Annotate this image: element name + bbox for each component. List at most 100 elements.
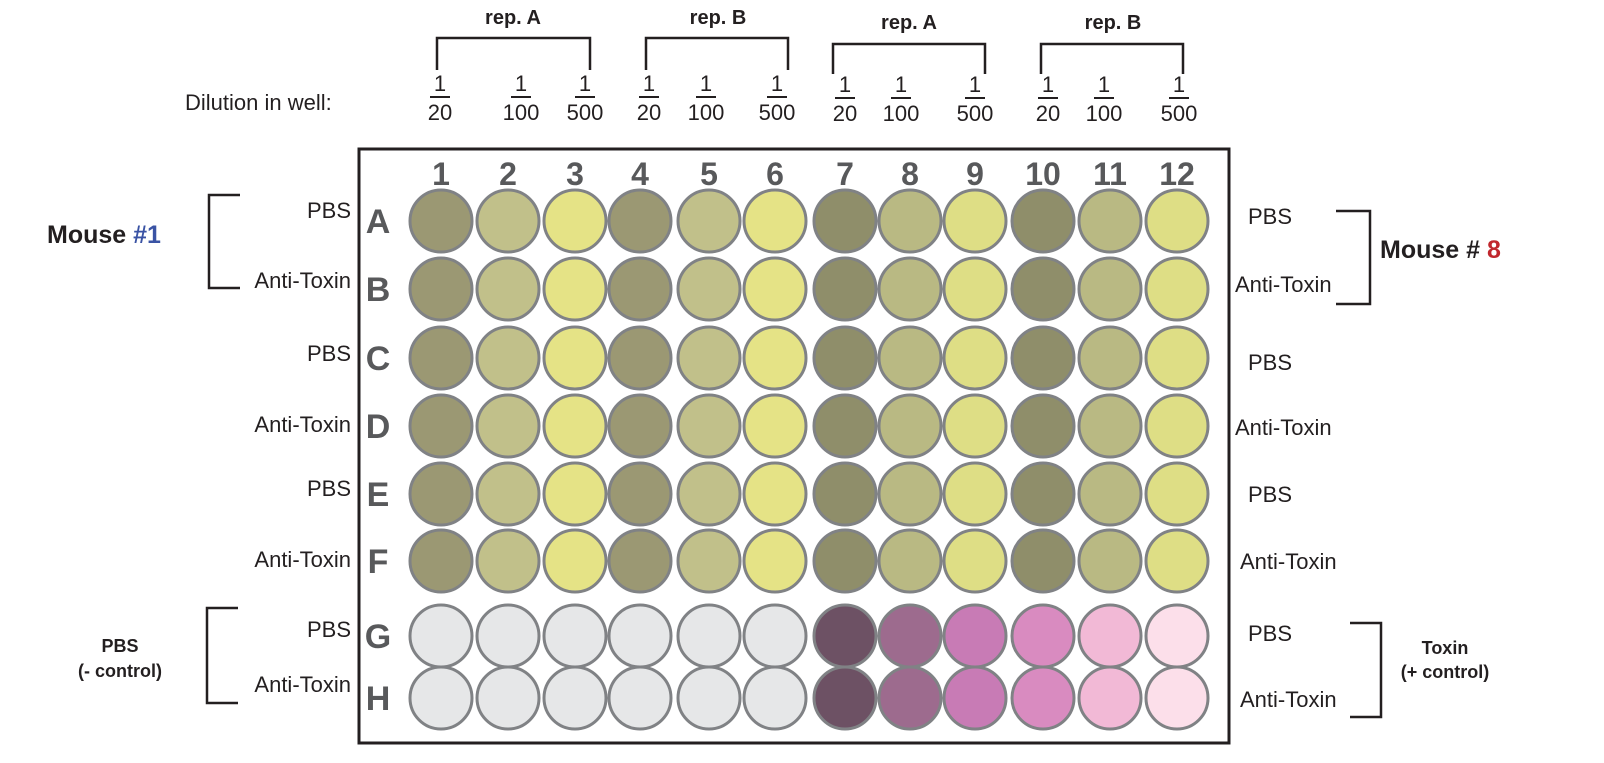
- row-letter: D: [366, 408, 391, 446]
- rep-group-3: rep. A: [831, 12, 987, 74]
- left-row-label: PBS: [307, 341, 351, 366]
- right-row-labels: PBS Anti-Toxin PBS Anti-Toxin PBS Anti-Toxin P…: [1235, 204, 1337, 712]
- well-C3: [542, 325, 608, 391]
- well-C11: [1077, 325, 1143, 391]
- svg-text:500: 500: [957, 101, 994, 126]
- well-H4: [607, 665, 673, 731]
- svg-text:1: 1: [1098, 72, 1110, 97]
- well-F7: [812, 528, 878, 594]
- well-E12: [1144, 461, 1210, 527]
- well-G2: [475, 603, 541, 669]
- well-B6: [742, 256, 808, 322]
- well-E5: [676, 461, 742, 527]
- fraction: 1 20: [833, 72, 857, 126]
- well-C4: [607, 325, 673, 391]
- well-A12: [1144, 188, 1210, 254]
- rep-bracket: [644, 36, 790, 70]
- right-row-label: Anti-Toxin: [1240, 549, 1337, 574]
- well-D10: [1010, 393, 1076, 459]
- control-left-bracket: [205, 606, 238, 705]
- right-row-label: Anti-Toxin: [1235, 415, 1332, 440]
- left-row-label: Anti-Toxin: [254, 547, 351, 572]
- well-F1: [408, 528, 474, 594]
- rep-bracket: [1039, 42, 1185, 74]
- well-A11: [1077, 188, 1143, 254]
- well-H6: [742, 665, 808, 731]
- well-E1: [408, 461, 474, 527]
- well-D3: [542, 393, 608, 459]
- svg-text:20: 20: [1036, 101, 1060, 126]
- fraction: 1 100: [883, 72, 920, 126]
- fraction: 1 500: [957, 72, 994, 126]
- well-C5: [676, 325, 742, 391]
- control-left-line1: PBS: [101, 636, 138, 656]
- well-H7: [812, 665, 878, 731]
- well-G3: [542, 603, 608, 669]
- well-F5: [676, 528, 742, 594]
- well-D5: [676, 393, 742, 459]
- well-D1: [408, 393, 474, 459]
- well-C12: [1144, 325, 1210, 391]
- well-A7: [812, 188, 878, 254]
- well-H11: [1077, 665, 1143, 731]
- well-B3: [542, 256, 608, 322]
- svg-text:1: 1: [839, 72, 851, 97]
- column-number: 3: [566, 156, 584, 192]
- well-B1: [408, 256, 474, 322]
- well-C9: [942, 325, 1008, 391]
- well-F3: [542, 528, 608, 594]
- column-number: 11: [1093, 156, 1127, 192]
- well-F2: [475, 528, 541, 594]
- well-H3: [542, 665, 608, 731]
- well-A10: [1010, 188, 1076, 254]
- column-number: 8: [901, 156, 919, 192]
- row-letter: C: [366, 340, 391, 378]
- svg-text:100: 100: [503, 100, 540, 125]
- well-B5: [676, 256, 742, 322]
- well-A4: [607, 188, 673, 254]
- svg-text:1: 1: [515, 71, 527, 96]
- well-G9: [942, 603, 1008, 669]
- well-B12: [1144, 256, 1210, 322]
- well-G12: [1144, 603, 1210, 669]
- well-C10: [1010, 325, 1076, 391]
- well-E7: [812, 461, 878, 527]
- column-number: 6: [766, 156, 784, 192]
- dilution-label: Dilution in well:: [185, 90, 332, 115]
- well-G5: [676, 603, 742, 669]
- well-B4: [607, 256, 673, 322]
- svg-text:1: 1: [1173, 72, 1185, 97]
- well-H8: [877, 665, 943, 731]
- rep-group-1: rep. A: [435, 7, 592, 70]
- rep-label: rep. B: [690, 7, 747, 29]
- column-numbers: 1 2 3 4 5 6 7 8 9 10 11 12: [432, 156, 1195, 192]
- well-H1: [408, 665, 474, 731]
- well-C1: [408, 325, 474, 391]
- control-right-line1: Toxin: [1422, 638, 1469, 658]
- dilution-fractions: 1 20 1 100 1 500 1 20 1 100 1 500: [428, 71, 1198, 126]
- well-A3: [542, 188, 608, 254]
- right-row-label: PBS: [1248, 482, 1292, 507]
- row-letter: G: [365, 618, 391, 656]
- svg-text:1: 1: [579, 71, 591, 96]
- well-C7: [812, 325, 878, 391]
- well-E10: [1010, 461, 1076, 527]
- column-number: 2: [499, 156, 517, 192]
- well-A2: [475, 188, 541, 254]
- well-G10: [1010, 603, 1076, 669]
- mouse-right-bracket: [1336, 209, 1372, 306]
- svg-text:1: 1: [434, 71, 446, 96]
- rep-group-4: rep. B: [1039, 12, 1185, 74]
- right-row-label: PBS: [1248, 350, 1292, 375]
- control-left-line2: (- control): [78, 661, 162, 681]
- well-B9: [942, 256, 1008, 322]
- left-row-labels: PBS Anti-Toxin PBS Anti-Toxin PBS Anti-Toxin P…: [254, 198, 351, 697]
- rep-label: rep. B: [1085, 12, 1142, 34]
- well-C2: [475, 325, 541, 391]
- well-A1: [408, 188, 474, 254]
- well-D2: [475, 393, 541, 459]
- fraction: 1 500: [567, 71, 604, 125]
- svg-text:500: 500: [567, 100, 604, 125]
